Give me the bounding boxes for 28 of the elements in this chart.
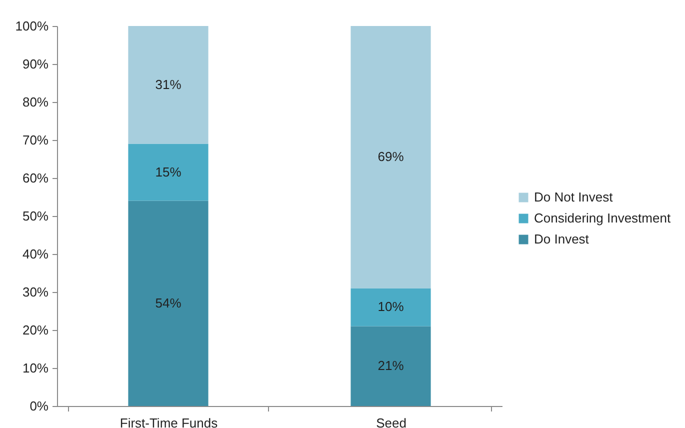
bar	[128, 144, 208, 201]
y-tick-label: 10%	[22, 360, 49, 376]
bar	[128, 26, 208, 144]
y-tick-label: 100%	[15, 18, 49, 34]
data-label: 10%	[378, 299, 404, 314]
legend-label: Considering Investment	[534, 210, 671, 226]
y-tick-label: 20%	[22, 322, 49, 338]
bar	[350, 26, 431, 288]
bar	[128, 200, 208, 406]
x-tick-label: First-Time Funds	[120, 416, 218, 428]
data-label: 15%	[155, 164, 182, 180]
y-tick-label: 90%	[22, 56, 49, 72]
x-tick-label: Seed	[376, 416, 406, 428]
y-tick-label: 50%	[22, 208, 49, 224]
legend-label: Do Invest	[534, 232, 590, 246]
bar	[350, 326, 431, 406]
legend-label: Do Not Invest	[534, 190, 614, 204]
y-tick-label: 60%	[22, 170, 49, 186]
data-label: 21%	[378, 358, 404, 374]
data-label: 69%	[378, 149, 404, 164]
data-label: 31%	[155, 76, 182, 92]
y-tick-label: 30%	[22, 284, 49, 300]
y-tick-label: 40%	[22, 246, 49, 262]
y-tick-label: 0%	[30, 398, 49, 414]
bar	[350, 288, 431, 326]
data-label: 54%	[155, 295, 182, 310]
y-tick-label: 80%	[22, 94, 49, 110]
y-tick-label: 70%	[22, 132, 49, 148]
